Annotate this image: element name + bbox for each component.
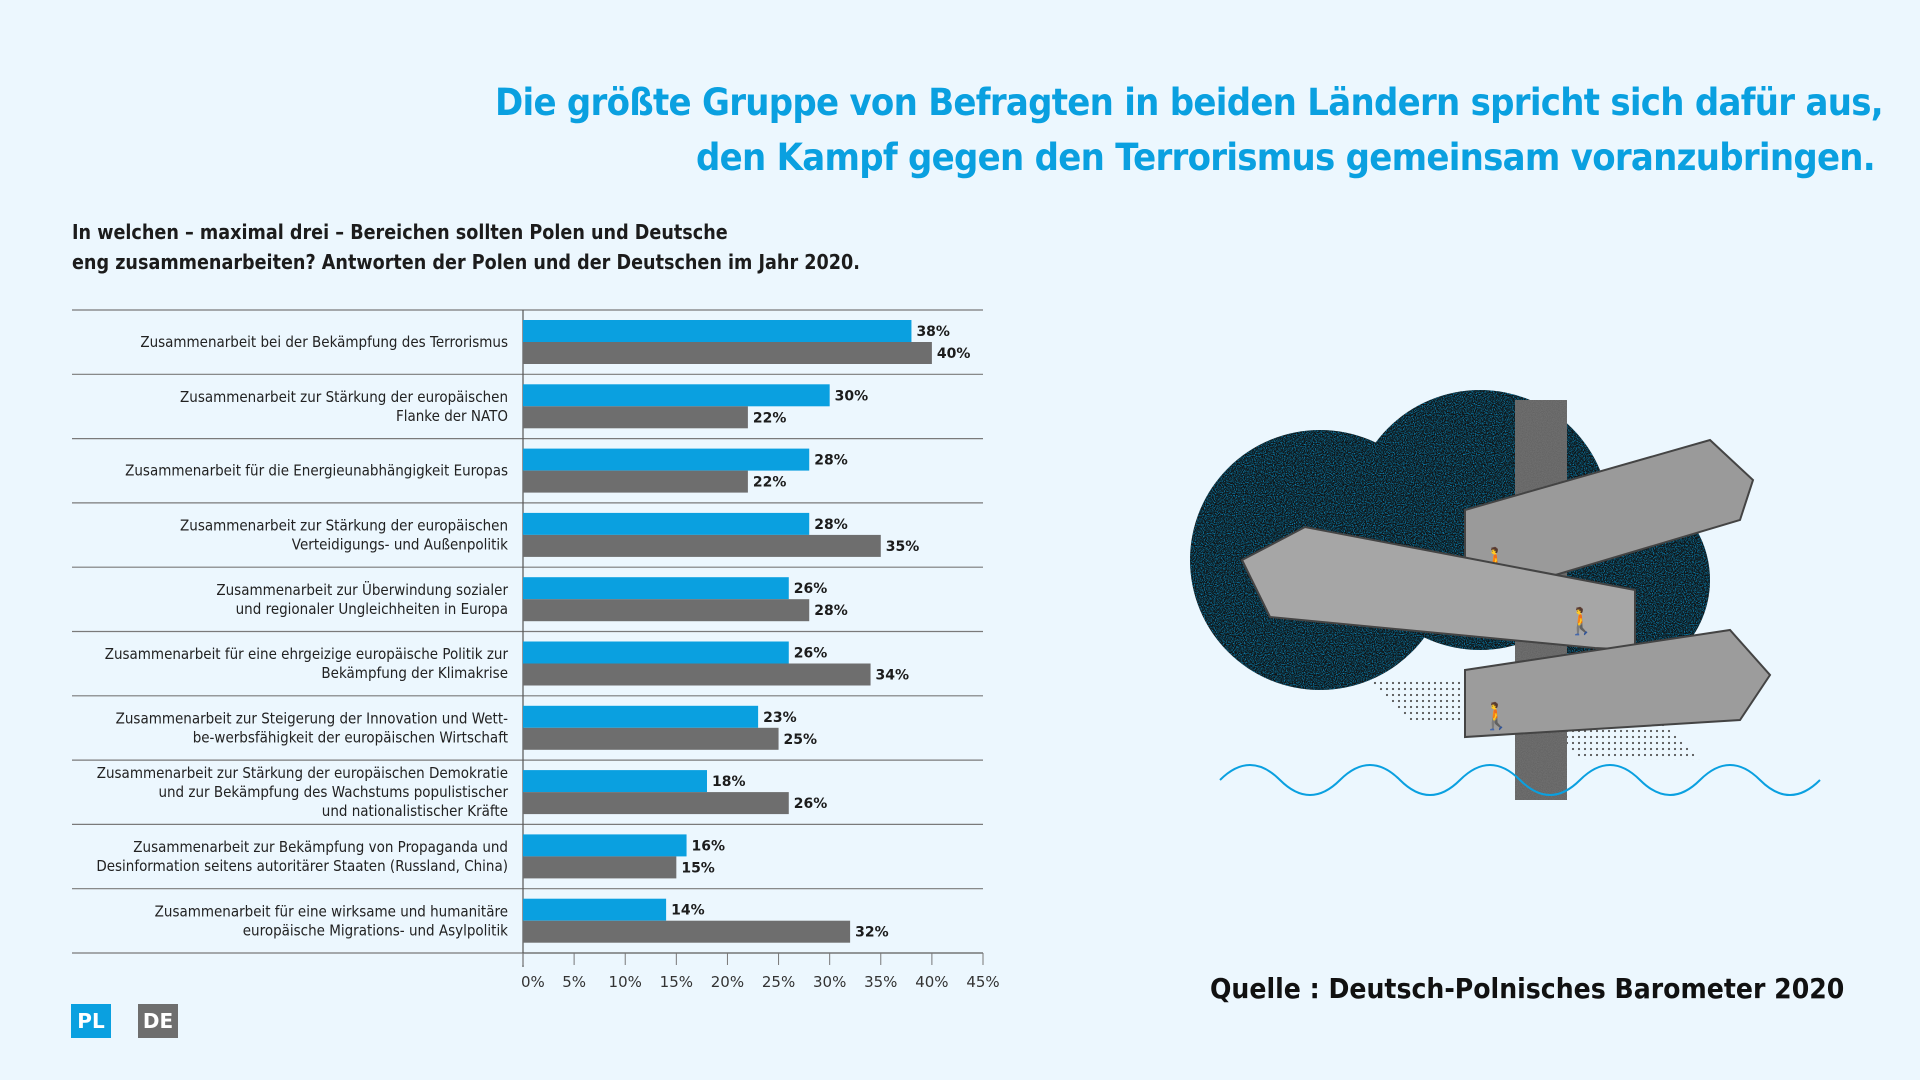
bar-pl: [523, 448, 810, 471]
data-label-de: 40%: [937, 346, 971, 362]
wave-line: [1219, 764, 1821, 796]
category-label: Zusammenarbeit zur Steigerung der Innova…: [116, 711, 508, 728]
data-label-de: 22%: [753, 475, 787, 491]
bar-de: [523, 406, 748, 429]
data-label-pl: 28%: [814, 453, 848, 469]
sign-arrow-lower-right: 🚶: [1464, 628, 1772, 739]
data-label-pl: 38%: [916, 324, 950, 340]
headline-line-2: den Kampf gegen den Terrorismus gemeinsa…: [696, 136, 1876, 179]
data-label-pl: 28%: [814, 517, 848, 533]
source-note: Quelle : Deutsch-Polnisches Barometer 20…: [1210, 972, 1845, 1005]
headline: Die größte Gruppe von Befragten in beide…: [495, 75, 1884, 185]
bar-de: [523, 534, 881, 557]
legend-de: DE: [138, 1004, 178, 1038]
bar-de: [523, 727, 779, 750]
x-tick-label: 10%: [609, 973, 642, 991]
question-line-2: eng zusammenarbeiten? Antworten der Pole…: [72, 250, 860, 274]
data-label-de: 34%: [876, 668, 910, 684]
category-label: Zusammenarbeit bei der Bekämpfung des Te…: [140, 335, 508, 352]
category-label: Zusammenarbeit zur Stärkung der europäis…: [180, 389, 508, 406]
bar-de: [523, 792, 789, 815]
x-tick-label: 25%: [762, 973, 795, 991]
data-label-pl: 18%: [712, 774, 746, 790]
signpost-illustration: 🚶 🚶 🚶: [1190, 390, 1821, 800]
svg-text:🚶: 🚶: [1480, 701, 1512, 732]
headline-line-1: Die größte Gruppe von Befragten in beide…: [495, 81, 1884, 124]
data-label-de: 28%: [814, 603, 848, 619]
bar-de: [523, 856, 677, 879]
category-label: Zusammenarbeit für eine ehrgeizige europ…: [105, 647, 508, 664]
category-label: be-werbsfähigkeit der europäischen Wirts…: [193, 730, 509, 747]
legend-pl: PL: [71, 1004, 111, 1038]
bar-pl: [523, 641, 789, 664]
bar-de: [523, 599, 810, 622]
data-label-pl: 26%: [794, 646, 828, 662]
bar-pl: [523, 705, 759, 728]
x-tick-label: 5%: [562, 973, 586, 991]
category-label: Zusammenarbeit zur Überwindung sozialer: [216, 580, 508, 599]
bar-pl: [523, 770, 707, 793]
category-label: Verteidigungs- und Außenpolitik: [292, 537, 509, 554]
category-label: und zur Bekämpfung des Wachstums populis…: [158, 785, 508, 802]
data-label-de: 26%: [794, 796, 828, 812]
data-label-pl: 26%: [794, 581, 828, 597]
category-label: Zusammenarbeit zur Bekämpfung von Propag…: [133, 839, 508, 856]
x-tick-label: 45%: [966, 973, 999, 991]
data-label-pl: 14%: [671, 903, 705, 919]
x-tick-label: 35%: [864, 973, 897, 991]
category-label: und nationalistischer Kräfte: [322, 804, 508, 821]
data-label-pl: 23%: [763, 710, 797, 726]
bar-de: [523, 470, 748, 493]
category-label: europäische Migrations- und Asylpolitik: [243, 923, 509, 940]
category-label: Zusammenarbeit für eine wirksame und hum…: [155, 904, 509, 921]
question-line-1: In welchen – maximal drei – Bereichen so…: [72, 220, 728, 244]
data-label-de: 32%: [855, 925, 889, 941]
bar-pl: [523, 384, 830, 407]
category-label: Zusammenarbeit für die Energieunabhängig…: [125, 463, 508, 480]
bar-de: [523, 342, 932, 364]
data-label-de: 25%: [784, 732, 818, 748]
category-label: Desinformation seitens autoritärer Staat…: [96, 858, 508, 875]
bar-pl: [523, 834, 687, 857]
x-tick-label: 0%: [521, 973, 545, 991]
category-label: Bekämpfung der Klimakrise: [321, 666, 508, 683]
chart-question: In welchen – maximal drei – Bereichen so…: [72, 217, 860, 277]
x-tick-label: 30%: [813, 973, 846, 991]
data-label-de: 22%: [753, 410, 787, 426]
data-label-pl: 30%: [835, 388, 869, 404]
bar-pl: [523, 512, 810, 535]
x-tick-label: 15%: [660, 973, 693, 991]
data-label-pl: 16%: [692, 838, 726, 854]
bar-de: [523, 663, 871, 686]
category-label: Zusammenarbeit zur Stärkung der europäis…: [180, 518, 508, 535]
data-label-de: 35%: [886, 539, 920, 555]
x-tick-label: 40%: [915, 973, 948, 991]
x-tick-label: 20%: [711, 973, 744, 991]
data-label-de: 15%: [681, 860, 715, 876]
category-label: Flanke der NATO: [396, 408, 508, 425]
svg-text:🚶: 🚶: [1565, 606, 1597, 637]
bar-pl: [523, 577, 789, 600]
bar-de: [523, 920, 851, 943]
bar-pl: [523, 898, 667, 921]
bar-pl: [523, 320, 912, 342]
category-label: und regionaler Ungleichheiten in Europa: [236, 601, 508, 618]
category-label: Zusammenarbeit zur Stärkung der europäis…: [97, 766, 508, 783]
